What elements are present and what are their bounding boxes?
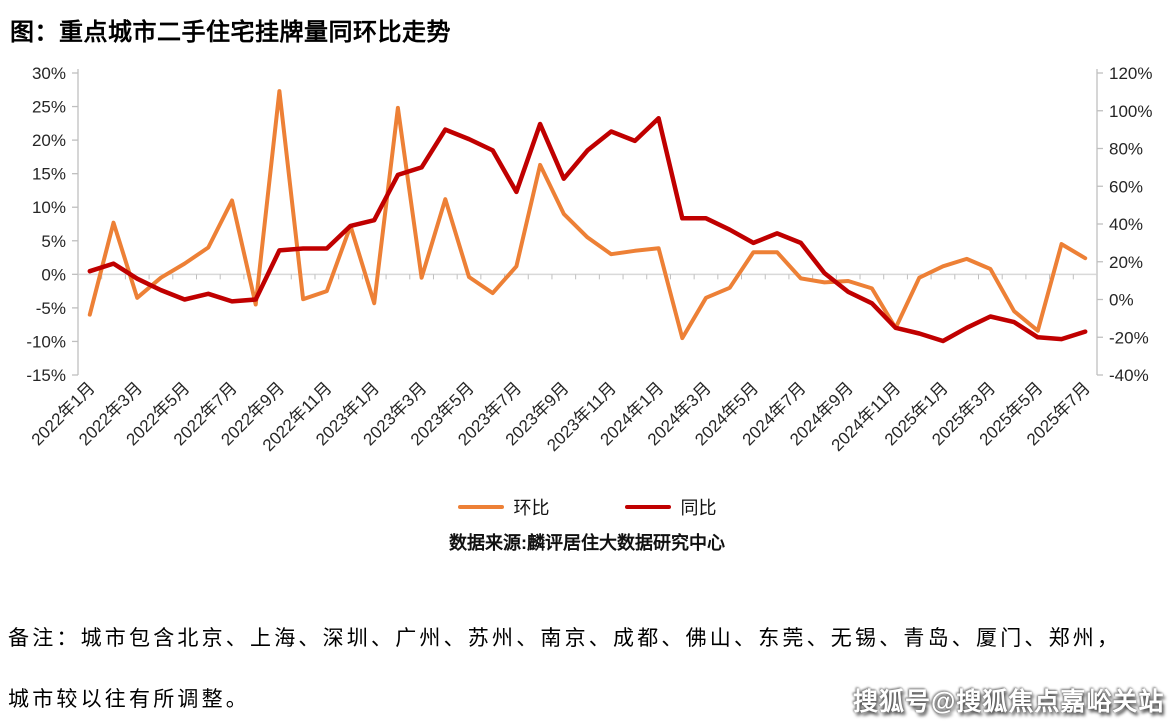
left-axis-tick-label: 10% (32, 198, 66, 217)
right-axis-tick-label: 60% (1109, 177, 1143, 196)
right-axis-tick-label: 20% (1109, 253, 1143, 272)
left-axis-tick-label: 30% (32, 64, 66, 83)
line-chart: 30% 25% 20% 15% 10% 5% 0% -5% -10% -15% 120% 100% 80… (26, 64, 1152, 455)
right-axis: 120% 100% 80% 60% 40% 20% 0% -20% -40% (1096, 64, 1152, 385)
data-source: 数据来源:麟评居住大数据研究中心 (449, 533, 725, 553)
left-axis-tick-label: 15% (32, 165, 66, 184)
right-axis-tick-label: 0% (1109, 291, 1134, 310)
huanbi-line (87, 89, 1088, 341)
right-axis-tick-label: 80% (1109, 140, 1143, 159)
right-axis-tick-label: -20% (1109, 328, 1149, 347)
legend-item-tongbi: 同比 (624, 494, 717, 520)
x-axis: 2022年1月2022年3月2022年5月2022年7月2022年9月2022年… (28, 273, 1098, 455)
left-axis-tick-label: -10% (26, 332, 66, 351)
right-axis-tick-label: 40% (1109, 215, 1143, 234)
right-axis-tick-label: 100% (1109, 102, 1152, 121)
left-axis-tick-label: 25% (32, 98, 66, 117)
legend-label-huanbi: 环比 (513, 498, 550, 518)
chart-legend: 环比 同比 (0, 494, 1174, 520)
left-axis: 30% 25% 20% 15% 10% 5% 0% -5% -10% -15% (26, 64, 79, 385)
tongbi-line (87, 116, 1088, 344)
legend-item-huanbi: 环比 (457, 494, 550, 520)
note-line-2: 城市较以往有所调整。 (8, 687, 250, 711)
huanbi-line-swatch (457, 505, 504, 509)
left-axis-tick-label: 0% (41, 265, 66, 284)
chart-title: 图：重点城市二手住宅挂牌量同环比走势 (10, 19, 451, 46)
right-axis-tick-label: 120% (1109, 64, 1152, 83)
watermark: 搜狐号@搜狐焦点嘉峪关站 (853, 688, 1165, 716)
legend-label-tongbi: 同比 (680, 498, 717, 518)
left-axis-tick-label: -5% (36, 299, 66, 318)
left-axis-tick-label: 20% (32, 131, 66, 150)
left-axis-tick-label: 5% (41, 232, 66, 251)
note-line-1: 备注：城市包含北京、上海、深圳、广州、苏州、南京、成都、佛山、东莞、无锡、青岛、… (8, 626, 1122, 650)
right-axis-tick-label: -40% (1109, 366, 1149, 385)
left-axis-tick-label: -15% (26, 366, 66, 385)
tongbi-line-swatch (624, 505, 671, 509)
